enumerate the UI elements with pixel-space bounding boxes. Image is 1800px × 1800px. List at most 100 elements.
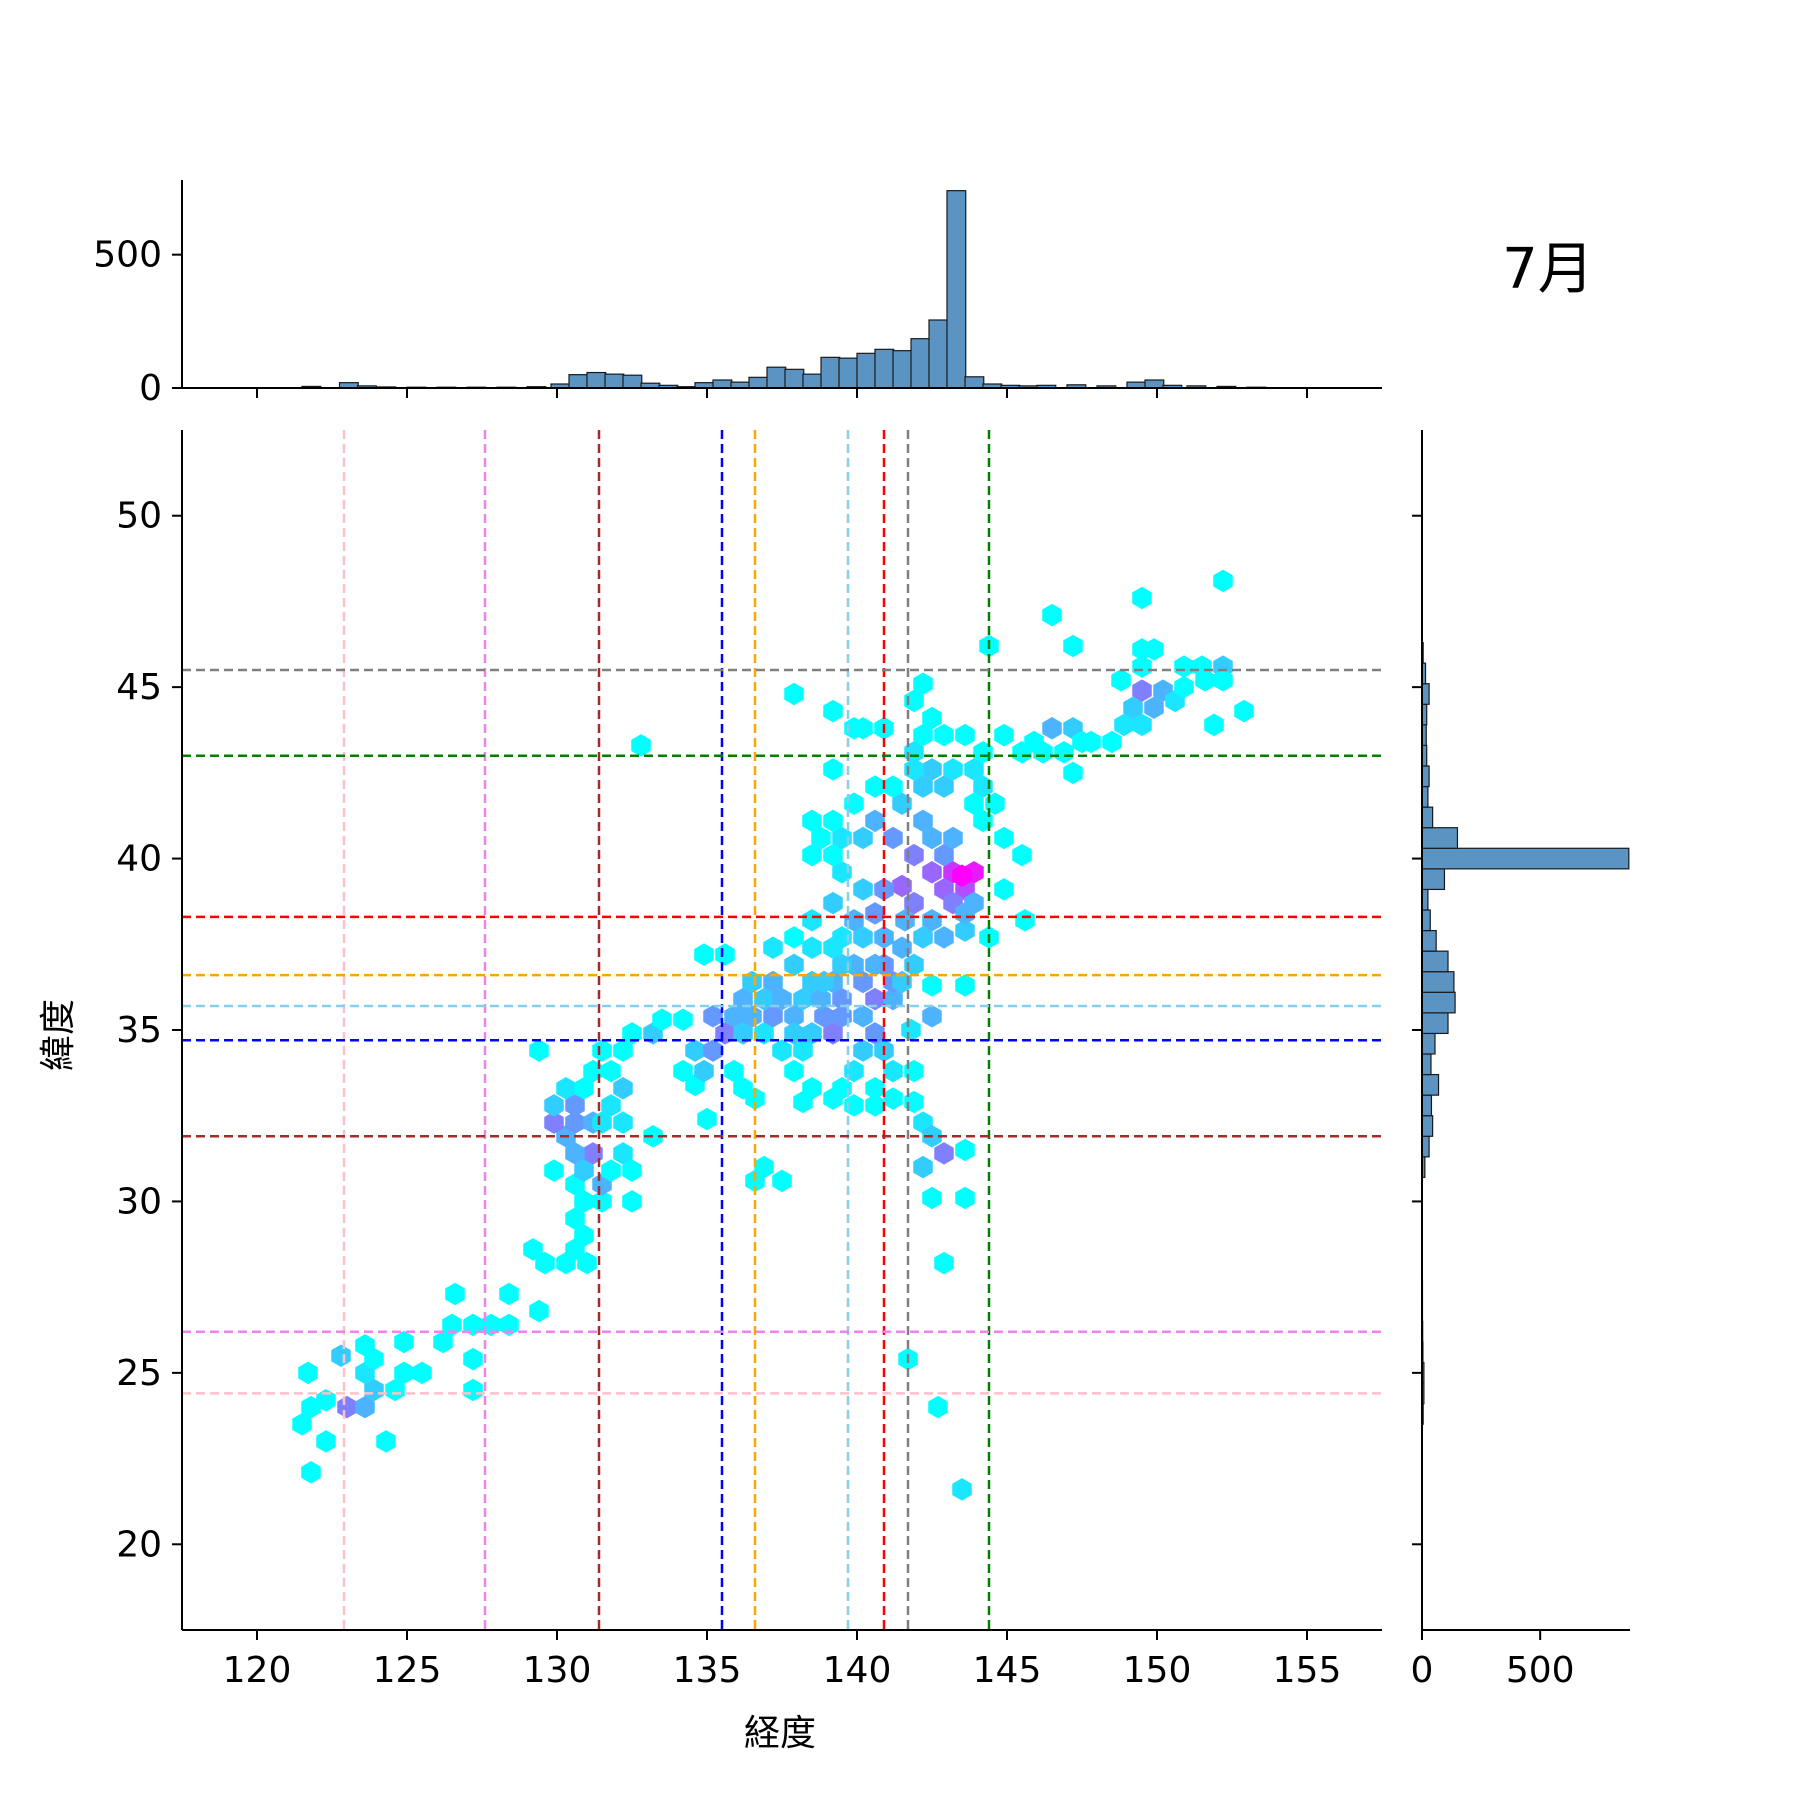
hexbin-cell	[577, 1251, 597, 1275]
top-histogram-bar	[874, 348, 895, 389]
hexbin-cell	[913, 723, 933, 747]
hexbin-cell	[904, 689, 924, 713]
hexbin-cell	[922, 826, 942, 850]
hexbin-cell	[994, 878, 1014, 901]
right-histogram-bar	[1421, 1135, 1430, 1158]
y-tick-label: 35	[116, 1010, 162, 1051]
hexbin-cell	[724, 1059, 744, 1083]
hexbin-cell	[811, 987, 831, 1011]
y-tick-label: 40	[116, 839, 162, 880]
hexbin-cell	[955, 974, 975, 997]
hexbin-cell	[1042, 603, 1062, 627]
hexbin-cell	[784, 682, 804, 706]
hexbin-cell	[742, 1005, 762, 1028]
hexbin-cell	[364, 1378, 384, 1402]
hexbin-cell	[673, 1059, 693, 1083]
hexbin-cell	[613, 1039, 633, 1062]
hexbin-cell	[1024, 730, 1044, 754]
hexbin-cell	[622, 1159, 642, 1182]
top-histogram-y-tick-label: 0	[139, 368, 162, 409]
hexbin-cell	[622, 1190, 642, 1213]
hexbin-cell	[544, 1094, 564, 1117]
hexbin-cell	[772, 1039, 792, 1062]
y-tick-label: 50	[116, 496, 162, 537]
x-tick-label: 125	[373, 1650, 442, 1691]
hexbin-cell	[733, 987, 753, 1011]
hexbin-cell	[601, 1159, 621, 1182]
hexbin-cell	[853, 970, 873, 994]
hexbin-cell	[823, 758, 843, 781]
hexbin-cell	[1174, 675, 1194, 699]
top-histogram-bar	[748, 376, 769, 389]
hexbin-cell	[802, 809, 822, 833]
hexbin-cell	[442, 1313, 462, 1337]
top-histogram-bar	[712, 379, 733, 389]
top-histogram-bar	[568, 374, 589, 389]
hexbin-cell	[964, 758, 984, 781]
hexbin-cell	[301, 1461, 321, 1484]
hexbin-cell	[544, 1159, 564, 1182]
hexbin-cell	[922, 909, 942, 932]
x-tick-label: 145	[973, 1650, 1042, 1691]
right-marginal-histogram: 0 500	[1411, 430, 1630, 1691]
hexbin-cell	[895, 909, 915, 932]
hexbin-cell	[1213, 569, 1233, 593]
hexbin-cell	[1132, 586, 1152, 610]
hexbin-cell	[544, 1111, 564, 1134]
hexbin-cell	[994, 826, 1014, 850]
x-tick-label: 155	[1273, 1650, 1342, 1691]
right-histogram-x-tick-label: 0	[1411, 1650, 1434, 1691]
right-histogram-bar	[1421, 806, 1434, 829]
hexbin-cell	[823, 699, 843, 723]
main-axes: 120 125 130 135 140 145 150 155 20 25 30 35 40 45 50	[116, 430, 1382, 1691]
hexbin-cell	[703, 1005, 723, 1028]
top-histogram-bar	[1144, 379, 1165, 389]
hexbin-cell	[811, 826, 831, 850]
hexbin-cell	[697, 1107, 717, 1131]
right-histogram-bar	[1421, 827, 1459, 849]
hexbin-cell	[412, 1361, 432, 1385]
hexbin-cell	[943, 758, 963, 781]
hexbin-cell	[592, 1039, 612, 1062]
right-histogram-bar	[1421, 1032, 1436, 1055]
hexbin-cell	[445, 1282, 465, 1306]
hexbin-cell	[784, 926, 804, 949]
hexbin-cell	[865, 775, 885, 798]
hexbin-cell	[622, 1022, 642, 1045]
top-histogram-bar	[928, 319, 949, 389]
hexbin-cell	[1081, 730, 1101, 754]
right-histogram-bar	[1421, 971, 1455, 993]
hexbin-cell	[802, 843, 822, 867]
hexbin-cell	[1174, 655, 1194, 678]
right-histogram-bar	[1421, 991, 1456, 1014]
hexbin-cell	[922, 861, 942, 884]
hexbin-cell	[316, 1430, 336, 1453]
hexbin-cell	[793, 1090, 813, 1114]
hexbin-cell	[934, 926, 954, 949]
hexbin-cell	[865, 1094, 885, 1117]
hexbin-cell	[883, 1087, 903, 1110]
hexbin-cell	[694, 1059, 714, 1083]
hexbin-cell	[394, 1330, 414, 1354]
hexbin-cell	[772, 1169, 792, 1193]
hexbin-cell	[784, 1059, 804, 1083]
hexbin-cell	[613, 1142, 633, 1165]
hexbin-cell	[814, 970, 834, 994]
hexbin-cell	[823, 1022, 843, 1045]
hexbin-cell	[715, 943, 735, 966]
hexbin-cell	[694, 943, 714, 966]
hexbin-cell	[865, 809, 885, 833]
hexbin-cell	[934, 1251, 954, 1275]
hexbin-cell	[355, 1334, 375, 1357]
hexbin-cell	[853, 826, 873, 850]
y-axis-label: 緯度	[38, 999, 79, 1071]
hexbin-cell	[316, 1389, 336, 1412]
hexbin-cell	[901, 1018, 921, 1042]
right-histogram-bar	[1421, 1012, 1449, 1035]
hexbin-cell	[1102, 730, 1122, 754]
right-histogram-bar	[1421, 847, 1630, 870]
hexbin-cell	[934, 723, 954, 747]
hexbin-cell	[928, 1395, 948, 1419]
hexbin-cell	[802, 936, 822, 959]
